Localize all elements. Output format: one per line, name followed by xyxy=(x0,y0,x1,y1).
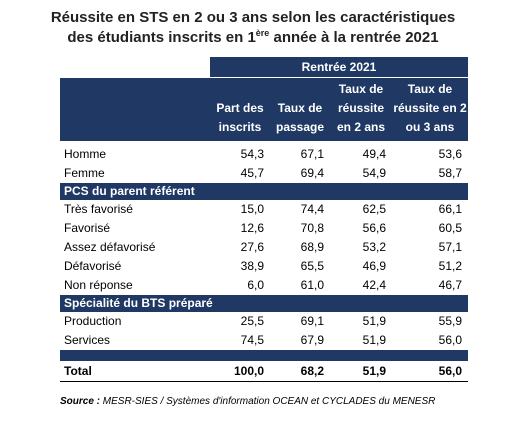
cell: 6,0 xyxy=(247,278,264,292)
title-sup: ère xyxy=(255,28,270,38)
cell: 74,5 xyxy=(240,333,264,347)
cell: 53,6 xyxy=(438,147,462,161)
cell: 67,9 xyxy=(300,333,324,347)
separator-cell xyxy=(60,349,468,361)
title: Réussite en STS en 2 ou 3 ans selon les … xyxy=(0,8,506,48)
title-line: des étudiants inscrits en 1ère année à l… xyxy=(0,28,506,48)
column-header: Taux de réussite en 2 ou 3 ans xyxy=(392,77,468,141)
cell: 66,1 xyxy=(438,202,462,216)
title-text: des étudiants inscrits en 1 xyxy=(67,29,256,46)
cell: 12,6 xyxy=(240,221,264,235)
column-header: Part des inscrits xyxy=(210,77,270,141)
row-label: Total xyxy=(60,360,210,382)
cell: 55,9 xyxy=(438,314,462,328)
column-header: Taux de passage xyxy=(270,77,330,141)
cell: 25,5 xyxy=(240,314,264,328)
cell: 69,1 xyxy=(300,314,324,328)
row-label: Non réponse xyxy=(64,278,133,292)
section-title: Spécialité du BTS préparé xyxy=(60,294,468,312)
cell: 100,0 xyxy=(210,360,270,382)
column-header: Taux de réussite en 2 ans xyxy=(330,77,392,141)
cell: 70,8 xyxy=(300,221,324,235)
row-label: Femme xyxy=(64,166,105,180)
cell: 54,9 xyxy=(362,166,386,180)
row: Femme 45,7 69,4 54,9 58,7 xyxy=(60,164,468,183)
cell: 62,5 xyxy=(362,202,386,216)
row: Défavorisé 38,9 65,5 46,9 51,2 xyxy=(60,257,468,276)
table: Rentrée 2021 Part des inscrits Taux de pa… xyxy=(60,57,468,382)
row-label: Services xyxy=(64,333,111,347)
header-row: Rentrée 2021 xyxy=(60,57,468,78)
row-label: Défavorisé xyxy=(64,259,122,273)
cell: 51,9 xyxy=(330,360,392,382)
source-text: MESR-SIES / Systèmes d'information OCEAN… xyxy=(100,396,436,407)
row: Homme 54,3 67,1 49,4 53,6 xyxy=(60,145,468,164)
row: Favorisé 12,6 70,8 56,6 60,5 xyxy=(60,219,468,238)
header-cell xyxy=(60,77,210,141)
row-label: Assez défavorisé xyxy=(64,240,156,254)
row-label: Favorisé xyxy=(64,221,111,235)
cell: 57,1 xyxy=(438,240,462,254)
cell: 68,9 xyxy=(300,240,324,254)
section-row: Spécialité du BTS préparé xyxy=(60,294,468,312)
separator xyxy=(60,349,468,361)
source-label: Source : xyxy=(60,396,101,407)
cell: 42,4 xyxy=(362,278,386,292)
cell: 69,4 xyxy=(300,166,324,180)
group-header: Rentrée 2021 xyxy=(210,57,468,78)
title-text: année à la rentrée 2021 xyxy=(269,29,439,46)
row: Total 100,0 68,2 51,9 56,0 xyxy=(60,360,468,382)
row-label: Production xyxy=(64,314,122,328)
title-line: Réussite en STS en 2 ou 3 ans selon les … xyxy=(50,9,456,26)
row: Non réponse 6,0 61,0 42,4 46,7 xyxy=(60,276,468,295)
cell: 68,2 xyxy=(270,360,330,382)
cell: 45,7 xyxy=(240,166,264,180)
cell: 56,0 xyxy=(392,360,468,382)
row: Très favorisé 15,0 74,4 62,5 66,1 xyxy=(60,200,468,219)
row-label: Très favorisé xyxy=(64,202,133,216)
cell: 53,2 xyxy=(362,240,386,254)
cell: 46,7 xyxy=(438,278,462,292)
cell: 51,2 xyxy=(438,259,462,273)
cell: 67,1 xyxy=(300,147,324,161)
cell: 51,9 xyxy=(362,314,386,328)
cell: 46,9 xyxy=(362,259,386,273)
cell: 51,9 xyxy=(362,333,386,347)
cell: 74,4 xyxy=(300,202,324,216)
source: Source : MESR-SIES / Systèmes d'informat… xyxy=(60,396,435,407)
table-body: Rentrée 2021 Part des inscrits Taux de pa… xyxy=(60,57,468,382)
row: Assez défavorisé 27,6 68,9 53,2 57,1 xyxy=(60,238,468,257)
section-title: PCS du parent référent xyxy=(60,182,468,200)
row: Production 25,5 69,1 51,9 55,9 xyxy=(60,312,468,331)
empty-cell xyxy=(60,57,210,78)
cell: 58,7 xyxy=(438,166,462,180)
section-row: PCS du parent référent xyxy=(60,182,468,200)
cell: 38,9 xyxy=(240,259,264,273)
cell: 15,0 xyxy=(240,202,264,216)
cell: 60,5 xyxy=(438,221,462,235)
cell: 49,4 xyxy=(362,147,386,161)
row-label: Homme xyxy=(64,147,107,161)
cell: 54,3 xyxy=(240,147,264,161)
cell: 61,0 xyxy=(300,278,324,292)
cell: 27,6 xyxy=(240,240,264,254)
header-row: Part des inscrits Taux de passage Taux de … xyxy=(60,77,468,141)
cell: 56,0 xyxy=(438,333,462,347)
cell: 65,5 xyxy=(300,259,324,273)
row: Services 74,5 67,9 51,9 56,0 xyxy=(60,331,468,350)
cell: 56,6 xyxy=(362,221,386,235)
